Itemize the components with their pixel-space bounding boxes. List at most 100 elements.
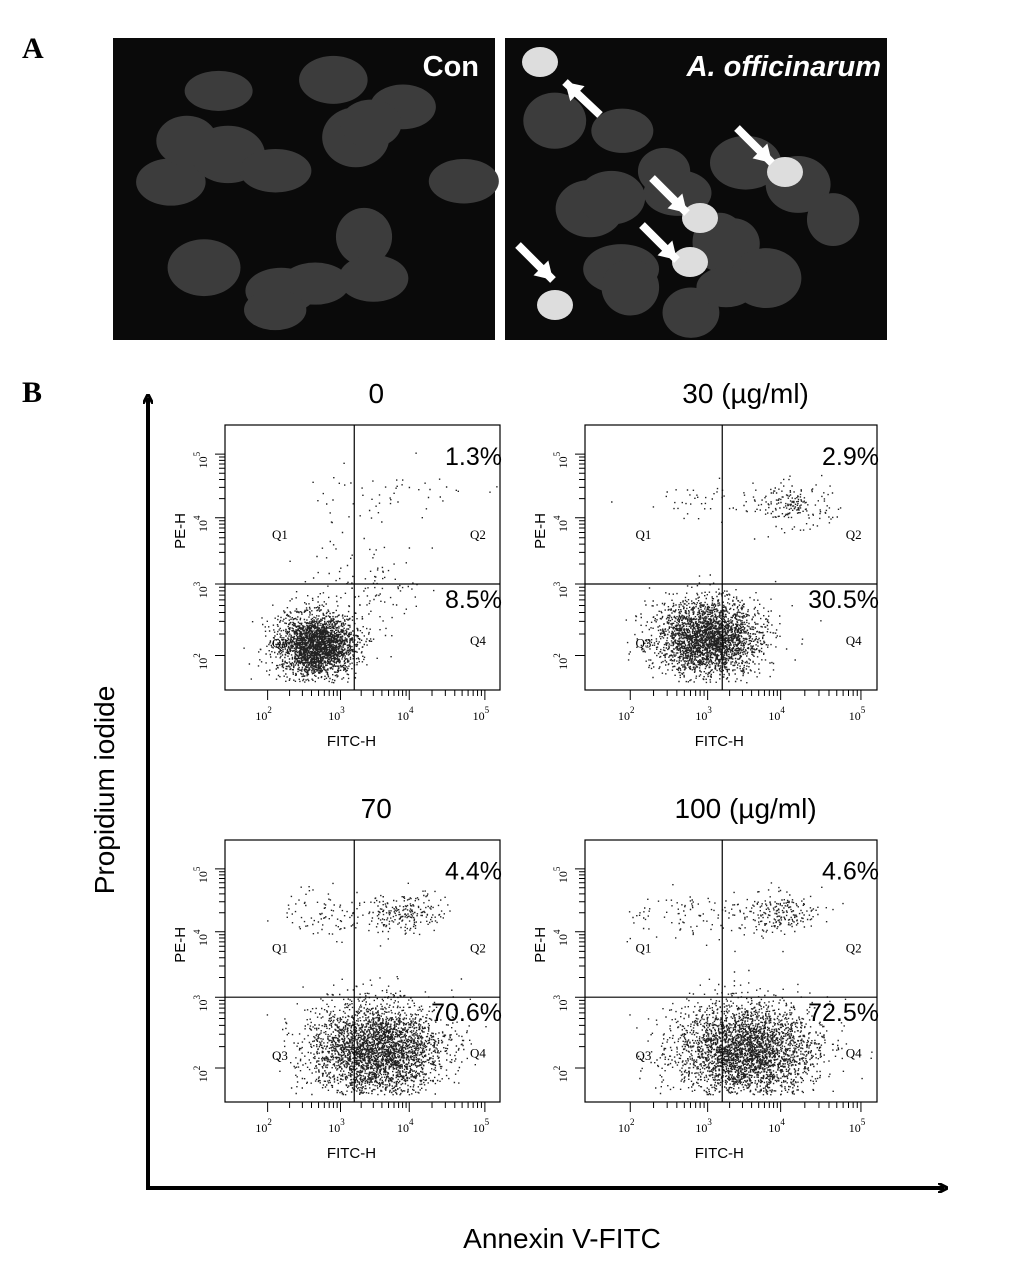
- nucleus: [591, 108, 654, 153]
- x-tick-label: 103: [695, 705, 712, 723]
- tick-base: 10: [556, 1070, 570, 1082]
- events: [243, 452, 498, 684]
- tick-exp: 2: [267, 705, 272, 715]
- nucleus: [244, 289, 307, 331]
- tick-exp: 3: [340, 1117, 345, 1127]
- tick-exp: 5: [485, 705, 490, 715]
- tick-exp: 5: [485, 1117, 490, 1127]
- tick-base: 10: [397, 1121, 409, 1135]
- tick-base: 10: [695, 709, 707, 723]
- plot-y-label: PE-H: [172, 513, 189, 549]
- quadrant-label: Q4: [470, 1045, 486, 1060]
- tick-exp: 2: [267, 1117, 272, 1127]
- nucleus: [338, 255, 409, 302]
- quadrant-label: Q4: [470, 633, 486, 648]
- y-axis-label: Propidium iodide: [89, 686, 120, 895]
- plot-y-label: PE-H: [172, 927, 189, 963]
- tick-exp: 4: [552, 515, 562, 520]
- tick-exp: 5: [192, 866, 202, 871]
- tick-base: 10: [196, 871, 210, 883]
- tick-exp: 4: [409, 1117, 414, 1127]
- tick-exp: 5: [552, 451, 562, 456]
- tick-base: 10: [849, 1121, 861, 1135]
- plot-y-label: PE-H: [532, 513, 549, 549]
- tick-base: 10: [196, 520, 210, 532]
- arrow-head: [667, 193, 687, 213]
- quadrant-label: Q3: [272, 636, 288, 651]
- quadrant-label: Q1: [272, 527, 288, 542]
- quadrant-label: Q1: [635, 941, 651, 956]
- tick-base: 10: [196, 586, 210, 598]
- tick-exp: 4: [409, 705, 414, 715]
- nucleus: [696, 267, 756, 308]
- tick-base: 10: [196, 456, 210, 468]
- quadrant-label: Q3: [635, 636, 651, 651]
- quadrant-label: Q2: [846, 941, 862, 956]
- image-label: A. officinarum: [686, 51, 881, 83]
- plot-frame: [584, 839, 878, 1103]
- apoptotic-cell: [767, 157, 803, 187]
- tick-exp: 2: [192, 1066, 202, 1071]
- tick-exp: 3: [552, 994, 562, 999]
- tick-base: 10: [768, 1121, 780, 1135]
- y-tick-label: 105: [552, 451, 570, 468]
- tick-exp: 2: [630, 705, 635, 715]
- tick-base: 10: [196, 658, 210, 670]
- tick-exp: 3: [552, 581, 562, 586]
- x-tick-label: 103: [695, 1117, 712, 1135]
- arrow-head: [752, 143, 772, 163]
- x-tick-label: 102: [255, 1117, 272, 1135]
- x-tick-label: 104: [768, 1117, 785, 1135]
- y-tick-label: 105: [552, 866, 570, 883]
- plot-x-label: FITC-H: [327, 733, 376, 750]
- x-tick-label: 104: [768, 705, 785, 723]
- plot-title: 70: [361, 793, 392, 824]
- nucleus: [523, 92, 587, 149]
- panel-label: A: [22, 32, 44, 65]
- tick-exp: 4: [780, 1117, 785, 1127]
- events: [626, 882, 873, 1096]
- arrow-head: [533, 260, 553, 280]
- y-tick-label: 102: [192, 1066, 210, 1083]
- tick-base: 10: [695, 1121, 707, 1135]
- x-tick-label: 102: [618, 705, 635, 723]
- tick-exp: 5: [861, 1117, 866, 1127]
- quadrant-label: Q1: [635, 527, 651, 542]
- nucleus: [136, 158, 206, 206]
- tick-exp: 2: [192, 653, 202, 658]
- nucleus: [428, 158, 499, 204]
- y-tick-label: 104: [192, 929, 210, 946]
- quadrant-label: Q2: [470, 527, 486, 542]
- y-tick-label: 103: [192, 994, 210, 1011]
- tick-exp: 2: [552, 653, 562, 658]
- tick-exp: 3: [192, 581, 202, 586]
- quadrant-label: Q3: [635, 1048, 651, 1063]
- tick-base: 10: [556, 456, 570, 468]
- percent-upper: 4.6%: [822, 857, 879, 885]
- quadrant-label: Q2: [846, 527, 862, 542]
- x-tick-label: 105: [849, 1117, 866, 1135]
- x-tick-label: 102: [618, 1117, 635, 1135]
- axis-ticks: [575, 868, 862, 1112]
- nucleus: [340, 99, 402, 148]
- y-tick-label: 103: [552, 994, 570, 1011]
- y-tick-label: 105: [192, 866, 210, 883]
- tick-base: 10: [473, 709, 485, 723]
- tick-base: 10: [473, 1121, 485, 1135]
- quadrant-label: Q4: [846, 1045, 862, 1060]
- micrographs: Con A. officinarum: [113, 38, 887, 340]
- axis-ticks: [575, 453, 862, 700]
- tick-exp: 5: [552, 866, 562, 871]
- quadrant-label: Q1: [272, 941, 288, 956]
- percent-lower: 70.6%: [431, 999, 502, 1027]
- quadrant-label: Q4: [846, 633, 862, 648]
- tick-exp: 4: [192, 929, 202, 934]
- y-tick-label: 104: [552, 929, 570, 946]
- quadrant-label: Q3: [272, 1048, 288, 1063]
- x-tick-label: 104: [397, 705, 414, 723]
- x-tick-label: 103: [328, 1117, 345, 1135]
- nucleus: [335, 207, 393, 266]
- axis-ticks: [215, 453, 486, 700]
- tick-base: 10: [196, 999, 210, 1011]
